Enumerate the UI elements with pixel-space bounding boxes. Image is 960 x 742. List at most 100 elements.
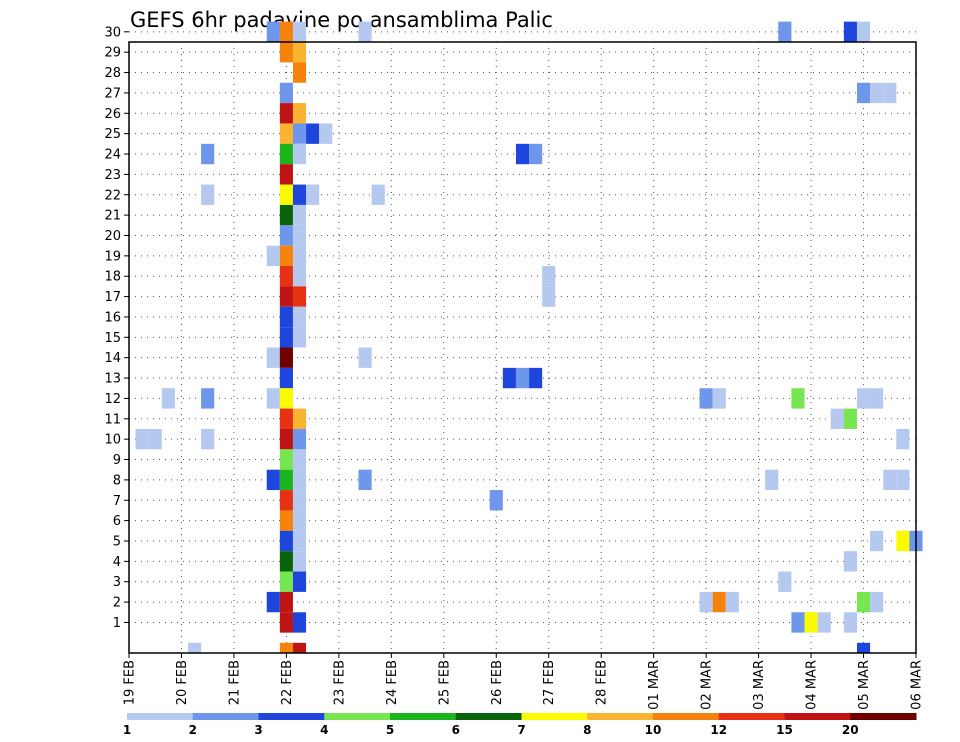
legend-swatch bbox=[127, 713, 194, 720]
y-tick-label: 1 bbox=[113, 616, 121, 631]
heatmap-cell bbox=[279, 143, 293, 165]
heatmap-cell bbox=[856, 642, 871, 653]
y-tick-label: 29 bbox=[104, 46, 121, 61]
heatmap-cell bbox=[279, 21, 293, 42]
heatmap-cell bbox=[279, 388, 293, 409]
heatmap-cell bbox=[883, 469, 897, 491]
heatmap-cell bbox=[279, 612, 293, 633]
heatmap-cell bbox=[148, 428, 162, 450]
x-tick-label: 04 MAR bbox=[805, 660, 820, 710]
legend-label: 3 bbox=[254, 723, 262, 737]
heatmap-cell bbox=[358, 469, 372, 491]
heatmap-cell bbox=[266, 469, 280, 491]
heatmap-cell bbox=[292, 204, 307, 226]
heatmap-cell bbox=[896, 428, 910, 450]
y-tick-label: 26 bbox=[104, 107, 121, 122]
heatmap-cell bbox=[804, 612, 818, 633]
x-tick-label: 19 FEB bbox=[123, 660, 138, 705]
heatmap-cell bbox=[292, 103, 307, 124]
heatmap-cell bbox=[529, 367, 543, 389]
heatmap-cell bbox=[292, 490, 307, 511]
x-tick-label: 05 MAR bbox=[857, 660, 872, 710]
y-tick-label: 11 bbox=[104, 412, 121, 427]
heatmap-cell bbox=[266, 388, 280, 409]
heatmap-cell bbox=[279, 469, 293, 491]
legend-label: 12 bbox=[710, 723, 727, 737]
heatmap-cell bbox=[279, 591, 293, 613]
heatmap-cell bbox=[292, 428, 307, 450]
y-tick-label: 8 bbox=[113, 473, 121, 488]
y-tick-label: 19 bbox=[104, 249, 121, 264]
legend-swatch bbox=[390, 713, 457, 720]
y-tick-label: 18 bbox=[104, 270, 121, 285]
y-tick-label: 14 bbox=[104, 351, 121, 366]
legend-swatch bbox=[718, 713, 785, 720]
heatmap-cell bbox=[279, 184, 293, 205]
heatmap-cell bbox=[358, 347, 372, 368]
heatmap-cell bbox=[279, 42, 293, 63]
heatmap-cell bbox=[870, 82, 884, 104]
heatmap-cell bbox=[725, 591, 739, 613]
y-tick-label: 17 bbox=[104, 290, 121, 305]
heatmap-cell bbox=[791, 388, 805, 409]
heatmap-cell bbox=[699, 388, 713, 409]
heatmap-cell bbox=[266, 245, 280, 267]
heatmap-cell bbox=[266, 591, 280, 613]
x-tick-label: 27 FEB bbox=[542, 660, 557, 705]
heatmap-cell bbox=[279, 286, 293, 307]
x-tick-label: 03 MAR bbox=[752, 660, 767, 710]
heatmap-cell bbox=[292, 62, 307, 83]
heatmap-cell bbox=[306, 184, 320, 205]
heatmap-cell bbox=[279, 327, 293, 348]
legend-label: 1 bbox=[123, 723, 131, 737]
y-axis: 1234567891011121314151617181920212223242… bbox=[104, 25, 129, 631]
heatmap-cell bbox=[856, 21, 871, 42]
heatmap-cell bbox=[542, 266, 556, 287]
legend-label: 6 bbox=[452, 723, 460, 737]
heatmap-cell bbox=[292, 408, 307, 429]
y-tick-label: 24 bbox=[104, 148, 121, 163]
heatmap-cell bbox=[292, 225, 307, 246]
heatmap-cell bbox=[883, 82, 897, 104]
heatmap-cell bbox=[279, 103, 293, 124]
heatmap-cell bbox=[279, 306, 293, 328]
heatmap-cell bbox=[778, 571, 792, 592]
heatmap-cell bbox=[843, 21, 857, 42]
heatmap-cell bbox=[515, 367, 530, 389]
heatmap-cell bbox=[292, 469, 307, 491]
y-tick-label: 9 bbox=[113, 453, 121, 468]
legend-label: 5 bbox=[386, 723, 394, 737]
legend-label: 20 bbox=[842, 723, 859, 737]
heatmap-cell bbox=[358, 21, 372, 42]
x-tick-label: 22 FEB bbox=[280, 660, 295, 705]
heatmap-cell bbox=[489, 490, 503, 511]
heatmap-cell bbox=[279, 449, 293, 470]
y-tick-label: 5 bbox=[113, 534, 121, 549]
x-tick-label: 28 FEB bbox=[595, 660, 610, 705]
heatmap-cell bbox=[778, 21, 792, 42]
heatmap-cell bbox=[791, 612, 805, 633]
heatmap-cell bbox=[279, 204, 293, 226]
legend-swatch bbox=[850, 713, 917, 720]
y-tick-label: 10 bbox=[104, 433, 121, 448]
x-tick-label: 01 MAR bbox=[647, 660, 662, 710]
heatmap-cell bbox=[542, 286, 556, 307]
heatmap-cell bbox=[699, 591, 713, 613]
heatmap-cell bbox=[292, 327, 307, 348]
heatmap-cell bbox=[201, 143, 215, 165]
heatmap-cell bbox=[870, 530, 884, 552]
heatmap-cell bbox=[292, 286, 307, 307]
legend-label: 2 bbox=[189, 723, 197, 737]
heatmap-cell bbox=[712, 591, 726, 613]
grid-lines bbox=[129, 31, 916, 653]
y-tick-label: 6 bbox=[113, 514, 121, 529]
legend-swatch bbox=[653, 713, 720, 720]
heatmap-cell bbox=[502, 367, 516, 389]
legend-label: 8 bbox=[583, 723, 591, 737]
heatmap-cell bbox=[279, 347, 293, 368]
y-tick-label: 3 bbox=[113, 575, 121, 590]
heatmap-cell bbox=[279, 82, 293, 104]
heatmap-cell bbox=[292, 21, 307, 42]
x-tick-label: 26 FEB bbox=[490, 660, 505, 705]
